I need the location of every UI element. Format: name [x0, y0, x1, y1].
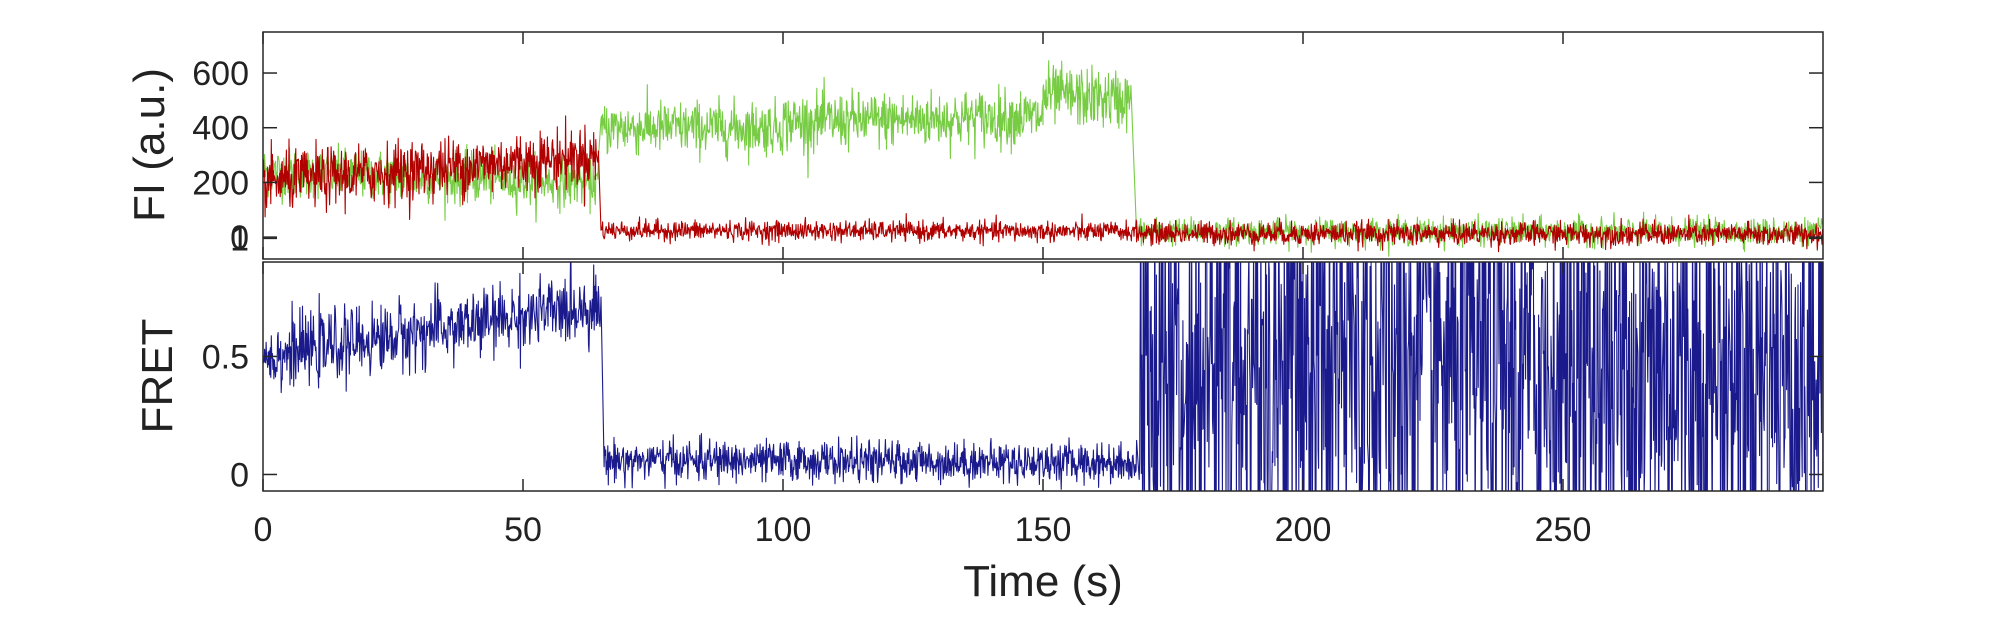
top-ytick-label: 400 [192, 110, 249, 148]
x-axis-label: Time (s) [963, 557, 1123, 606]
xtick-label: 0 [254, 511, 273, 549]
bottom-series-0-line [263, 262, 1823, 491]
xtick-label: 50 [504, 511, 542, 549]
bottom-y-axis-label: FRET [133, 319, 182, 434]
fluorescence-intensity-panel: 0 200 400 600 FI (a.u.) [125, 31, 1824, 260]
xtick-label: 100 [755, 511, 812, 549]
top-ytick-label: 600 [192, 55, 249, 93]
top-series-1-line [263, 115, 1823, 253]
bottom-ytick-label: 0 [230, 456, 249, 494]
top-ytick-label: 200 [192, 164, 249, 202]
xtick-label: 150 [1015, 511, 1072, 549]
top-ytick-label: 0 [230, 219, 249, 257]
bottom-ytick-label: 1 [230, 220, 249, 258]
xtick-label: 200 [1275, 511, 1332, 549]
xtick-label: 250 [1535, 511, 1592, 549]
fret-efficiency-panel: 00.510 50 100 150 200 250 FRET Time (s) [133, 220, 1824, 606]
bottom-ytick-label: 0.5 [202, 338, 249, 376]
top-y-axis-label: FI (a.u.) [125, 68, 174, 222]
